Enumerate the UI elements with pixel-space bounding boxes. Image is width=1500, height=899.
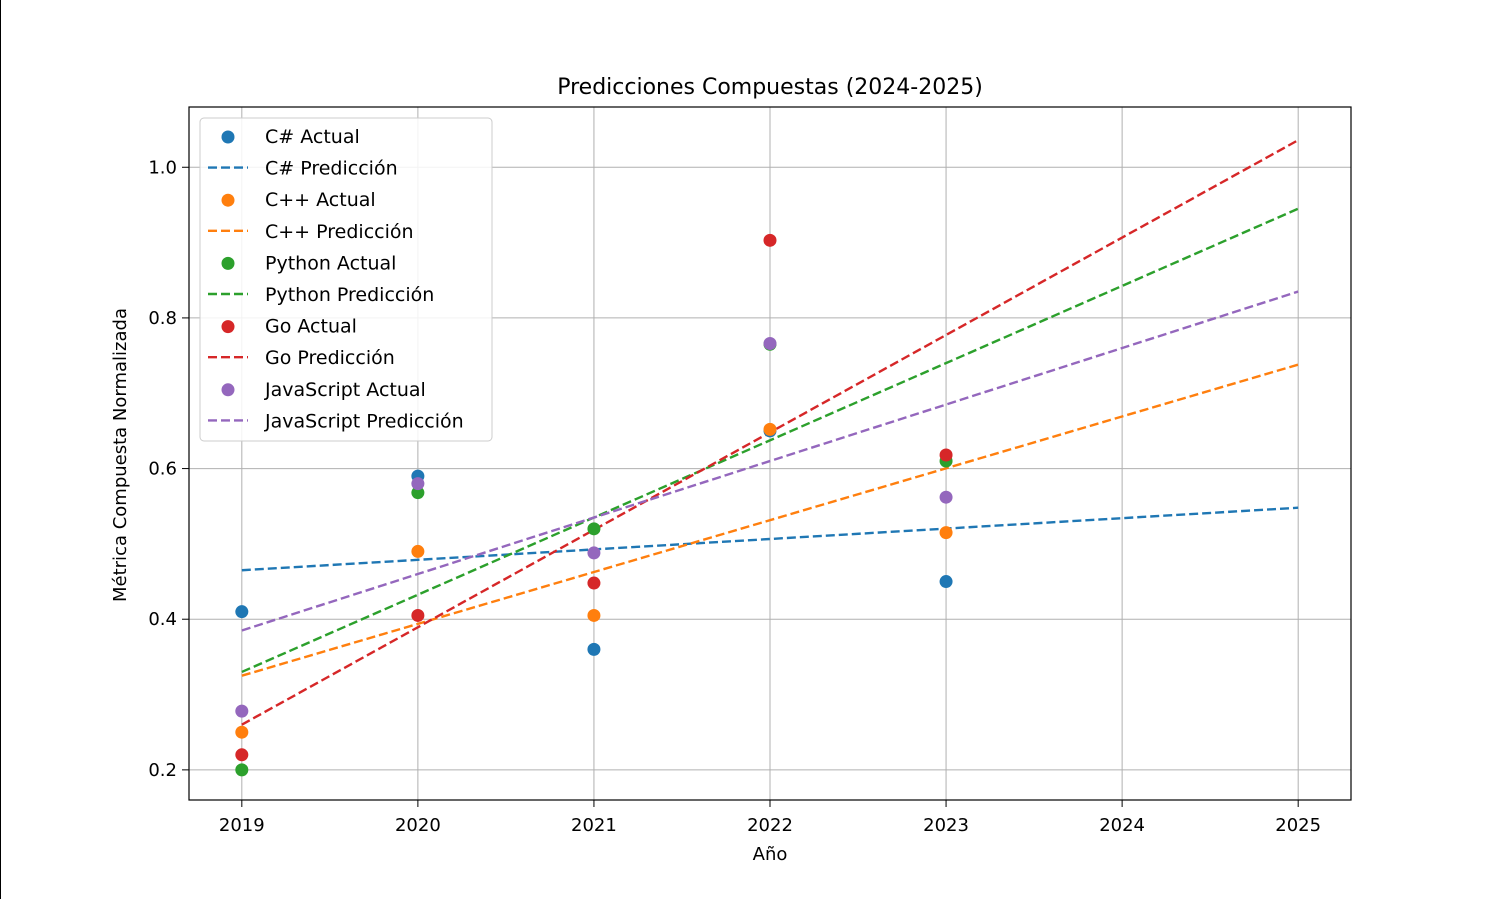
legend-marker-javascript <box>221 383 235 397</box>
x-tick-label: 2023 <box>923 815 969 836</box>
legend-label-c-actual: C++ Actual <box>265 189 376 211</box>
x-tick-label: 2019 <box>219 815 265 836</box>
point-c-2019 <box>235 725 249 739</box>
point-go-2022 <box>763 233 777 247</box>
x-tick-label: 2022 <box>747 815 793 836</box>
y-axis-label: Métrica Compuesta Normalizada <box>110 308 131 602</box>
legend-marker-c <box>221 193 235 207</box>
y-axis-ticks: 0.2 0.4 0.6 0.8 1.0 <box>148 157 189 781</box>
point-javascript-2019 <box>235 704 249 718</box>
point-c-2023 <box>939 526 953 540</box>
point-c-2021 <box>587 642 601 656</box>
legend-label-c-prediction: C++ Predicción <box>265 221 414 243</box>
data-points <box>235 233 953 777</box>
legend-label-python-actual: Python Actual <box>265 252 396 274</box>
legend-marker-go <box>221 320 235 334</box>
point-python-2020 <box>411 486 425 500</box>
chart-title: Predicciones Compuestas (2024-2025) <box>557 75 983 100</box>
point-javascript-2020 <box>411 477 425 491</box>
point-javascript-2021 <box>587 546 601 560</box>
legend-label-python-prediction: Python Predicción <box>265 284 434 306</box>
legend-label-c-actual: C# Actual <box>265 126 360 148</box>
point-c-2021 <box>587 608 601 622</box>
x-tick-label: 2021 <box>571 815 617 836</box>
y-tick-label: 0.2 <box>148 760 177 781</box>
legend: C# Actual C# Predicción C++ Actual C++ Pred… <box>199 117 493 442</box>
x-axis-ticks: 2019 2020 2021 2022 2023 2024 2025 <box>219 800 1321 836</box>
y-tick-label: 0.6 <box>148 459 177 480</box>
point-python-2021 <box>587 522 601 536</box>
legend-marker-python <box>221 256 235 270</box>
x-tick-label: 2024 <box>1099 815 1145 836</box>
point-c-2020 <box>411 544 425 558</box>
y-tick-label: 1.0 <box>148 157 177 178</box>
legend-label-c-prediction: C# Predicción <box>265 158 398 180</box>
point-c-2022 <box>763 422 777 436</box>
legend-box <box>199 117 493 442</box>
y-tick-label: 0.8 <box>148 308 177 329</box>
y-tick-label: 0.4 <box>148 609 177 630</box>
prediction-line-c <box>241 363 1299 677</box>
legend-label-javascript-actual: JavaScript Actual <box>264 379 426 401</box>
legend-label-go-actual: Go Actual <box>265 316 357 338</box>
point-javascript-2023 <box>939 490 953 504</box>
point-c-2019 <box>235 605 249 619</box>
prediction-line-c <box>241 506 1299 572</box>
x-axis-label: Año <box>753 844 788 865</box>
prediction-line-python <box>241 207 1299 674</box>
point-go-2023 <box>939 448 953 462</box>
point-go-2019 <box>235 748 249 762</box>
point-go-2021 <box>587 576 601 590</box>
x-tick-label: 2020 <box>395 815 441 836</box>
point-go-2020 <box>411 608 425 622</box>
legend-label-go-prediction: Go Predicción <box>265 347 395 369</box>
prediction-line-javascript <box>241 290 1299 632</box>
point-python-2019 <box>235 763 249 777</box>
point-javascript-2022 <box>763 337 777 351</box>
x-tick-label: 2025 <box>1275 815 1321 836</box>
legend-label-javascript-prediction: JavaScript Predicción <box>264 410 464 432</box>
point-c-2023 <box>939 575 953 589</box>
legend-marker-c <box>221 130 235 144</box>
grid <box>189 107 1351 800</box>
